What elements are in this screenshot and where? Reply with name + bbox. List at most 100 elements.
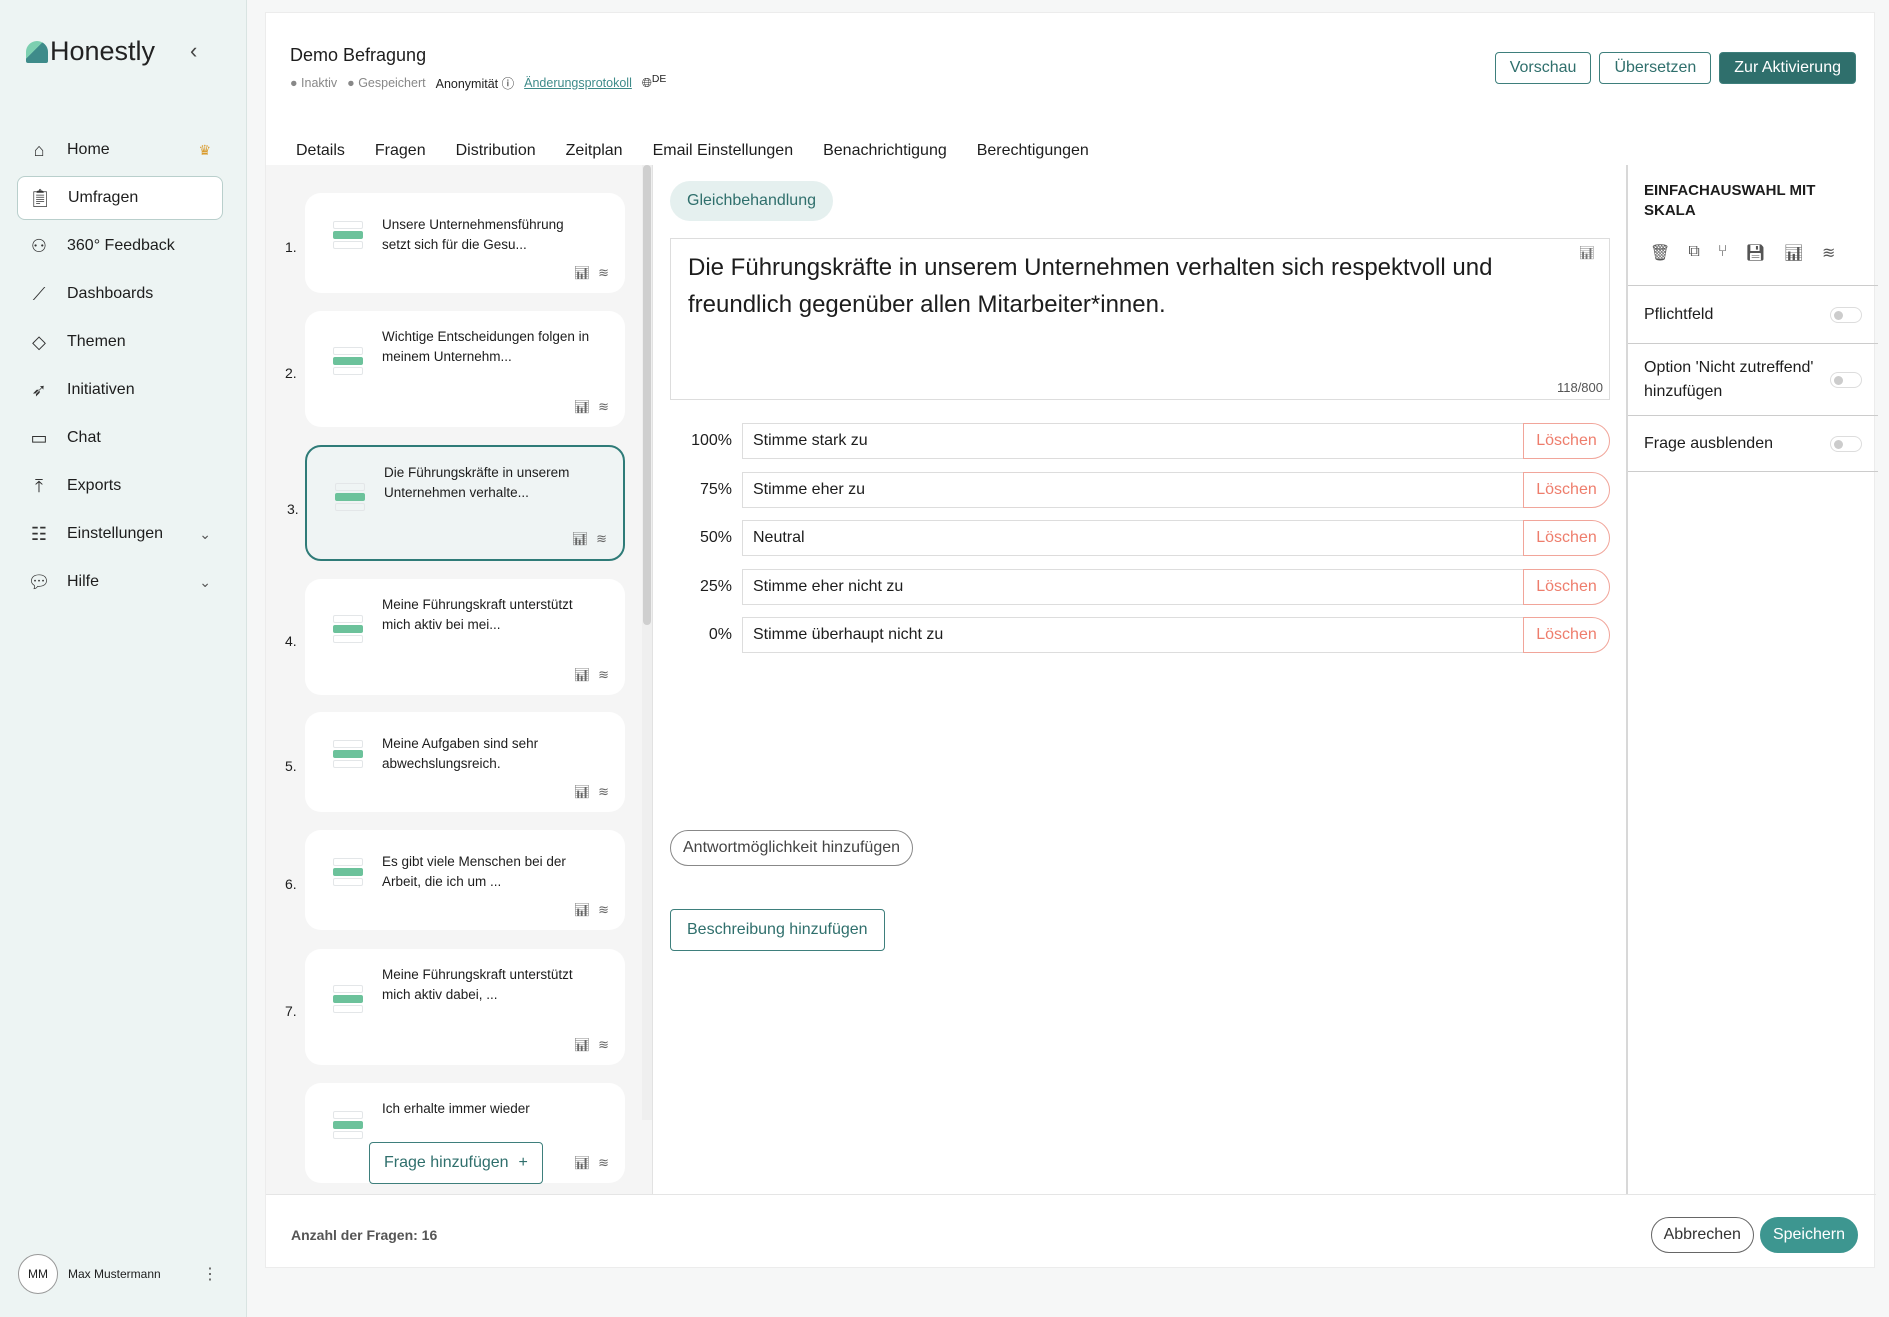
scrollbar[interactable] [642,165,652,1120]
delete-option-button[interactable]: Löschen [1523,568,1610,605]
tab-zeitplan[interactable]: Zeitplan [565,142,623,159]
sidebar-item-home[interactable]: ⌂ Home ♛ [17,128,223,172]
bar-chart-icon[interactable]: 📊︎ [573,399,591,414]
sidebar-item-exports[interactable]: ⤒ Exports [17,464,223,508]
delete-option-button[interactable]: Löschen [1523,520,1610,556]
user-profile[interactable]: MM Max Mustermann ⋮ [18,1254,218,1294]
scale-question-icon [325,481,365,513]
bar-chart-icon[interactable]: 📊︎ [571,531,589,546]
upload-icon: ⤒ [35,475,43,496]
cancel-button[interactable]: Abbrechen [1650,1217,1754,1253]
question-card[interactable]: 7. Meine Führungskraft unterstützt mich … [285,949,625,1065]
question-number: 4. [285,633,297,649]
add-description-button[interactable]: Beschreibung hinzufügen [670,909,885,951]
question-card[interactable]: 3. Die Führungskräfte in unserem Unterne… [287,445,625,561]
option-label-input[interactable]: Stimme eher nicht zu [742,568,1523,605]
question-actions: 🗑︎ ⧉ ⑂ 💾︎ 📊︎ ≋ [1650,243,1835,263]
delete-option-button[interactable]: Löschen [1523,617,1610,653]
question-card[interactable]: 1. Unsere Unternehmensführung setzt sich… [285,193,625,293]
bar-chart-icon[interactable]: 📊︎ [1783,245,1804,262]
bar-chart-icon[interactable]: 📊︎ [573,1155,591,1170]
add-option-button[interactable]: Antwortmöglichkeit hinzufügen [670,830,914,866]
sidebar-item-dashboards[interactable]: ⟋ Dashboards [17,272,223,316]
option-label-input[interactable]: Stimme stark zu [742,423,1523,459]
char-count: 118/800 [1556,380,1603,395]
branching-icon[interactable]: ⑂ [1717,243,1728,260]
question-card[interactable]: 4. Meine Führungskraft unterstützt mich … [285,579,625,695]
not-applicable-toggle[interactable] [1830,371,1862,388]
option-percentage: 0% [708,626,732,643]
delete-option-button[interactable]: Löschen [1523,471,1610,508]
layers-icon[interactable]: ≋ [1821,245,1836,262]
option-label-input[interactable]: Stimme überhaupt nicht zu [742,617,1523,653]
layers-icon[interactable]: ≋ [598,265,609,280]
sidebar-item-hilfe[interactable]: 💬︎ Hilfe ⌄ [17,560,223,604]
layers-icon[interactable]: ≋ [596,531,607,546]
save-icon[interactable]: 💾︎ [1745,245,1766,262]
sidebar-item-label: Exports [67,477,122,494]
bar-chart-icon[interactable]: 📊︎ [573,265,591,280]
question-card-icons: 📊︎ ≋ [574,902,609,918]
layers-icon[interactable]: ≋ [598,399,609,414]
question-card[interactable]: 2. Wichtige Entscheidungen folgen in mei… [285,311,625,427]
scale-question-icon [323,1109,363,1141]
layers-icon[interactable]: ≋ [598,902,609,917]
tab-distribution[interactable]: Distribution [455,142,536,159]
topic-chip[interactable]: Gleichbehandlung [670,181,833,221]
activate-button[interactable]: Zur Aktivierung [1719,52,1856,84]
tab-email-einstellungen[interactable]: Email Einstellungen [652,142,794,159]
anonymity-label[interactable]: Anonymität ⓘ [436,73,515,92]
option-label-input[interactable]: Stimme eher zu [742,471,1523,508]
setting-hide-question: Frage ausblenden [1628,415,1878,472]
bar-chart-icon[interactable]: 📊︎ [1578,245,1595,260]
question-settings-panel: EINFACHAUSWAHL MIT SKALA 🗑︎ ⧉ ⑂ 💾︎ 📊︎ ≋ … [1626,165,1878,1194]
tab-benachrichtigung[interactable]: Benachrichtigung [823,142,947,159]
required-toggle[interactable] [1830,306,1862,323]
option-label-input[interactable]: Neutral [742,520,1523,556]
sidebar-item-umfragen[interactable]: 📋︎ Umfragen [17,176,223,220]
option-percentage: 75% [699,480,732,498]
bar-chart-icon[interactable]: 📊︎ [573,784,591,799]
translate-button[interactable]: Übersetzen [1599,52,1712,84]
copy-icon[interactable]: ⧉ [1688,243,1700,260]
layers-icon[interactable]: ≋ [598,1155,609,1170]
chat-icon: ▭ [30,427,48,448]
bar-chart-icon[interactable]: 📊︎ [573,902,591,917]
sidebar-item-label: Einstellungen [67,525,164,542]
answer-option: 0% Stimme überhaupt nicht zu Löschen [670,617,1610,653]
question-text[interactable]: Die Führungskräfte in unserem Unternehme… [688,254,1493,318]
setting-label: Pflichtfeld [1644,305,1714,323]
question-card[interactable]: 6. Es gibt viele Menschen bei der Arbeit… [285,830,625,930]
changelog-link[interactable]: Änderungsprotokoll [524,75,632,90]
sidebar-item-einstellungen[interactable]: ☷ Einstellungen ⌄ [17,512,223,556]
logo[interactable]: Honestly [26,36,155,67]
sidebar-item-initiativen[interactable]: ➶ Initiativen [17,368,223,412]
add-question-button[interactable]: Frage hinzufügen + [369,1142,543,1184]
preview-button[interactable]: Vorschau [1494,52,1592,84]
delete-option-button[interactable]: Löschen [1523,423,1610,459]
question-editor: Gleichbehandlung Die Führungskräfte in u… [653,165,1626,1194]
collapse-sidebar-icon[interactable]: ‹ [190,38,198,63]
clipboard-icon: 📋︎ [28,187,52,208]
trash-icon[interactable]: 🗑︎ [1650,245,1671,262]
scale-question-icon [323,856,363,888]
tab-berechtigungen[interactable]: Berechtigungen [976,142,1089,159]
layers-icon[interactable]: ≋ [598,667,609,682]
chevron-down-icon: ⌄ [199,573,211,590]
sidebar-item-chat[interactable]: ▭ Chat [17,416,223,460]
question-text-input[interactable]: Die Führungskräfte in unserem Unternehme… [670,238,1610,400]
question-card[interactable]: 5. Meine Aufgaben sind sehr abwechslungs… [285,712,625,812]
save-button[interactable]: Speichern [1759,1217,1858,1253]
hide-question-toggle[interactable] [1830,435,1862,452]
answer-option: 100% Stimme stark zu Löschen [670,423,1610,459]
language-selector[interactable]: 🌐︎DE [642,74,666,91]
layers-icon[interactable]: ≋ [598,784,609,799]
bar-chart-icon[interactable]: 📊︎ [573,667,591,682]
scrollbar-thumb[interactable] [643,165,651,625]
tab-details[interactable]: Details [296,142,345,159]
sidebar-item-themen[interactable]: ◇ Themen [17,320,223,364]
sidebar-item-feedback[interactable]: ⚇ 360° Feedback [17,224,223,268]
layers-icon[interactable]: ≋ [598,1037,609,1052]
bar-chart-icon[interactable]: 📊︎ [573,1037,591,1052]
more-options-icon[interactable]: ⋮ [202,1266,218,1283]
